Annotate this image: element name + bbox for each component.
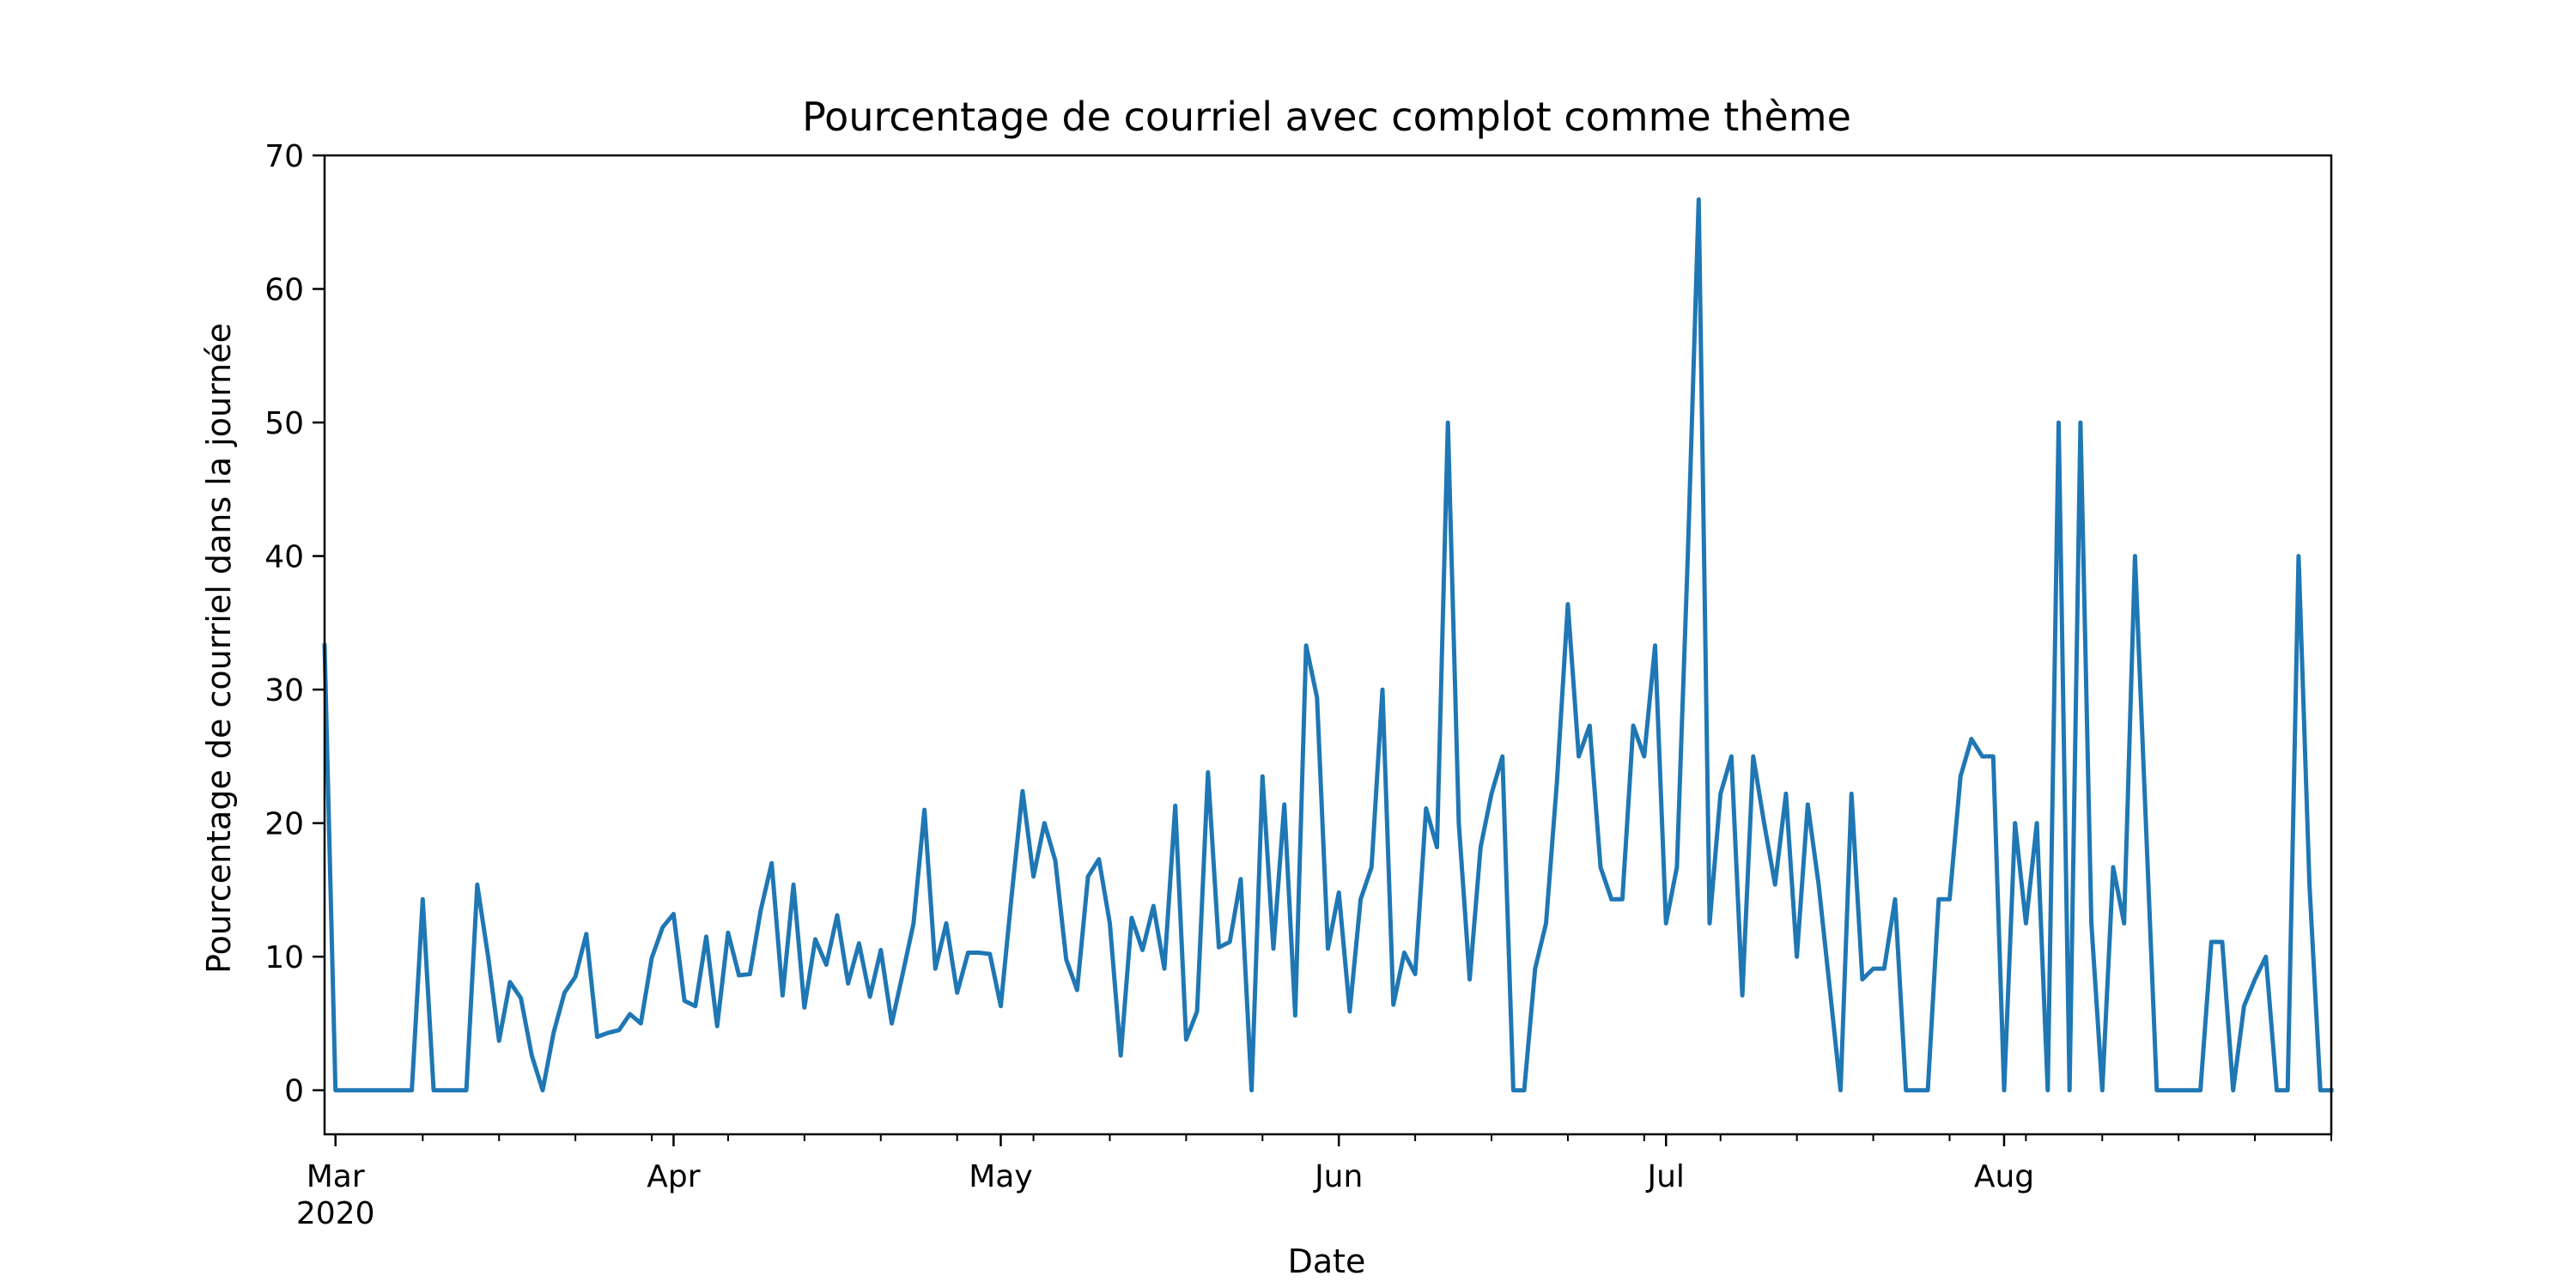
series-line-0 <box>322 197 2334 1093</box>
series-layer <box>322 197 2334 1093</box>
y-axis-label: Pourcentage de courriel dans la journée <box>200 323 238 974</box>
y-tick-label: 60 <box>264 273 304 308</box>
y-tick-label: 0 <box>284 1074 304 1109</box>
y-axis-ticks: 0 10 20 30 40 50 60 70 <box>264 139 325 1109</box>
x-axis-label: Date <box>1288 1242 1366 1280</box>
y-tick-label: 50 <box>264 406 304 441</box>
x-tick-label: Jul <box>1646 1159 1685 1194</box>
plot-frame <box>323 154 2333 1136</box>
y-tick-label: 10 <box>264 940 304 975</box>
x-tick-label: Jun <box>1313 1159 1363 1194</box>
x-tick-label: May <box>969 1159 1032 1194</box>
x-tick-sublabel: 2020 <box>296 1196 375 1231</box>
chart-title: Pourcentage de courriel avec complot com… <box>802 94 1851 140</box>
x-tick-label: Apr <box>647 1159 700 1194</box>
y-tick-label: 30 <box>264 673 304 708</box>
y-tick-label: 20 <box>264 807 304 842</box>
x-tick-label: Aug <box>1974 1159 2034 1194</box>
x-tick-label: Mar <box>307 1159 365 1194</box>
y-tick-label: 40 <box>264 540 304 575</box>
y-tick-label: 70 <box>264 139 304 174</box>
